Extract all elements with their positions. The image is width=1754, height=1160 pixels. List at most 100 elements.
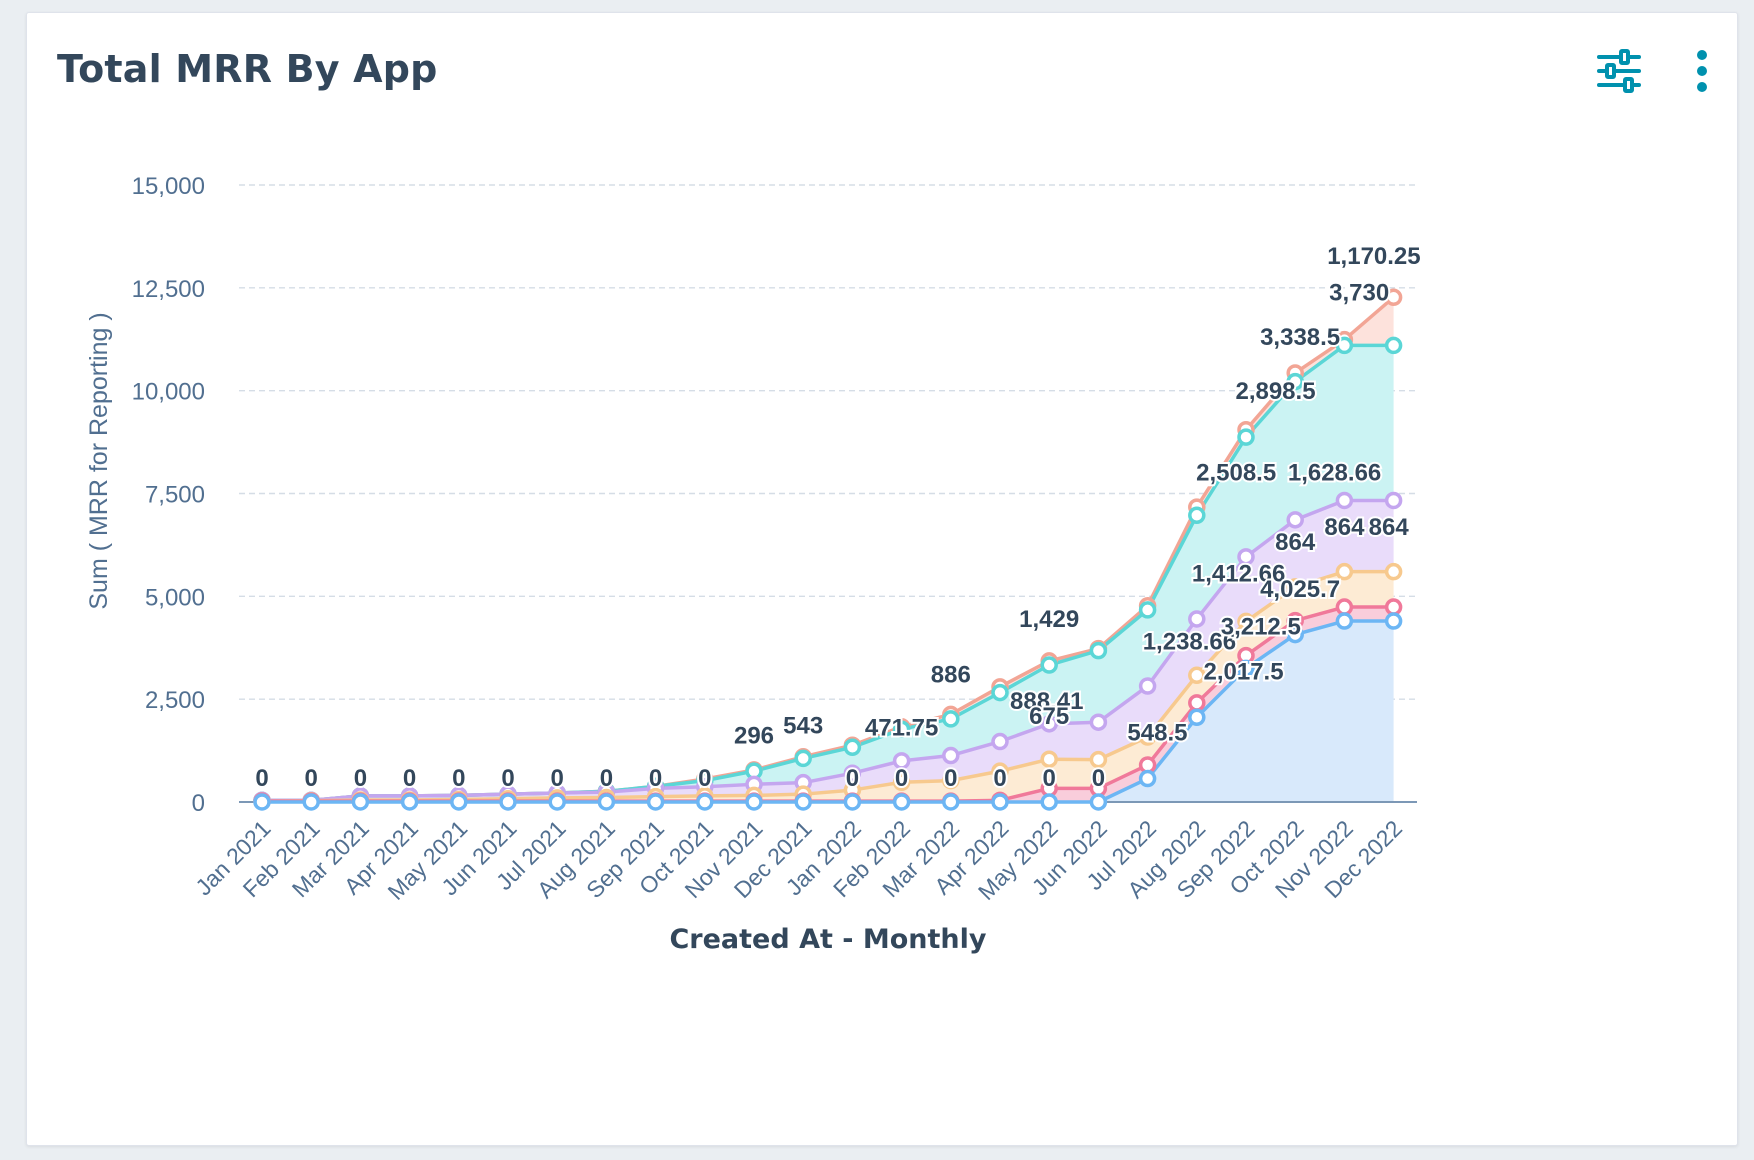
data-label: 675	[1029, 703, 1069, 730]
data-point	[942, 746, 960, 765]
chart-card: Total MRR By App 0 2,500 5,000 7,500 10,000 1…	[26, 12, 1738, 1146]
data-point	[1040, 656, 1058, 674]
data-label: 888.41	[1010, 688, 1083, 715]
data-label: 0	[551, 765, 564, 792]
data-label: 1,429	[1019, 606, 1079, 633]
data-point	[1188, 610, 1206, 628]
y-tick-label: 10,000	[132, 379, 205, 406]
data-point	[1138, 728, 1157, 746]
data-point	[1384, 336, 1403, 355]
vertical-dots-icon[interactable]	[1687, 47, 1717, 95]
sliders-icon[interactable]	[1595, 47, 1643, 95]
data-point	[942, 793, 960, 811]
data-point	[1188, 666, 1206, 685]
data-label: 0	[846, 765, 859, 792]
data-point	[1335, 491, 1354, 510]
data-point	[253, 793, 271, 811]
data-point	[1237, 428, 1255, 446]
data-label: 471.75	[865, 714, 938, 741]
data-point	[892, 752, 911, 770]
y-tick-label: 15,000	[132, 173, 205, 200]
data-point	[499, 793, 517, 811]
data-point	[1335, 336, 1354, 355]
data-point	[1040, 715, 1058, 733]
data-label: 0	[305, 765, 318, 792]
data-point	[942, 710, 960, 728]
series-area-3	[262, 500, 1394, 802]
data-point	[1286, 511, 1304, 529]
series-area-6	[262, 621, 1394, 802]
data-point	[1237, 659, 1255, 678]
data-label: 0	[993, 765, 1006, 792]
data-label: 864	[1275, 529, 1316, 556]
data-point	[1384, 612, 1403, 630]
data-label: 864	[1324, 514, 1365, 541]
data-label: 2,017.5	[1204, 658, 1284, 685]
data-point	[991, 793, 1009, 811]
data-point	[843, 738, 862, 757]
data-label: 0	[354, 765, 367, 792]
data-label: 0	[255, 765, 268, 792]
data-point	[1040, 793, 1058, 811]
data-label: 0	[649, 765, 662, 792]
data-point	[1384, 562, 1403, 581]
data-label: 0	[452, 765, 465, 792]
data-label: 0	[1092, 765, 1105, 792]
data-label: 3,730	[1329, 280, 1389, 307]
y-axis-title: Sum ( MRR for Reporting )	[85, 312, 113, 609]
data-point	[1188, 708, 1206, 727]
data-point	[991, 762, 1009, 780]
data-point	[843, 764, 862, 782]
data-point	[1286, 372, 1304, 391]
data-label: 1,412.66	[1192, 561, 1285, 588]
data-point	[1138, 769, 1157, 788]
data-label: 0	[403, 765, 416, 792]
data-label: 886	[931, 661, 971, 688]
data-label: 3,212.5	[1221, 614, 1301, 641]
data-point	[302, 793, 320, 811]
data-point	[991, 683, 1009, 702]
data-point	[1138, 601, 1157, 619]
data-point	[1089, 793, 1108, 811]
data-point	[548, 793, 566, 811]
data-label: 1,170.25	[1327, 243, 1420, 270]
data-point	[1384, 598, 1403, 616]
data-point	[942, 771, 960, 790]
data-point	[1237, 548, 1255, 566]
data-point	[1286, 578, 1304, 596]
data-label: 0	[1043, 765, 1056, 792]
data-label: 548.5	[1127, 720, 1187, 747]
data-point	[1188, 506, 1206, 525]
data-point	[1335, 612, 1354, 630]
data-label: 1,628.66	[1288, 459, 1381, 486]
data-label: 864	[1369, 514, 1410, 541]
data-point	[794, 793, 812, 811]
data-point	[1089, 713, 1108, 731]
card-title: Total MRR By App	[57, 47, 438, 91]
data-label: 543	[783, 712, 823, 739]
data-point	[1237, 612, 1255, 631]
data-point	[450, 793, 468, 811]
data-label: 1,238.66	[1143, 628, 1236, 655]
data-point	[1384, 491, 1403, 510]
data-label: 0	[600, 765, 613, 792]
data-point	[1089, 641, 1108, 660]
data-point	[794, 749, 812, 768]
data-point	[400, 793, 419, 811]
data-label: 0	[944, 765, 957, 792]
data-point	[646, 793, 665, 811]
data-label: 2,898.5	[1235, 378, 1315, 405]
data-point	[1089, 750, 1108, 769]
data-point	[892, 773, 911, 792]
data-label: 4,025.7	[1260, 576, 1340, 603]
y-tick-label: 0	[192, 790, 205, 817]
x-axis-title: Created At - Monthly	[669, 924, 986, 955]
data-point	[1040, 750, 1058, 768]
data-point	[892, 720, 911, 738]
data-label: 296	[734, 723, 774, 750]
data-label: 0	[501, 765, 514, 792]
y-tick-label: 12,500	[132, 276, 205, 303]
y-tick-label: 7,500	[145, 482, 205, 509]
vertical-dots-icon-graphic	[1697, 50, 1707, 92]
data-point	[745, 793, 763, 811]
